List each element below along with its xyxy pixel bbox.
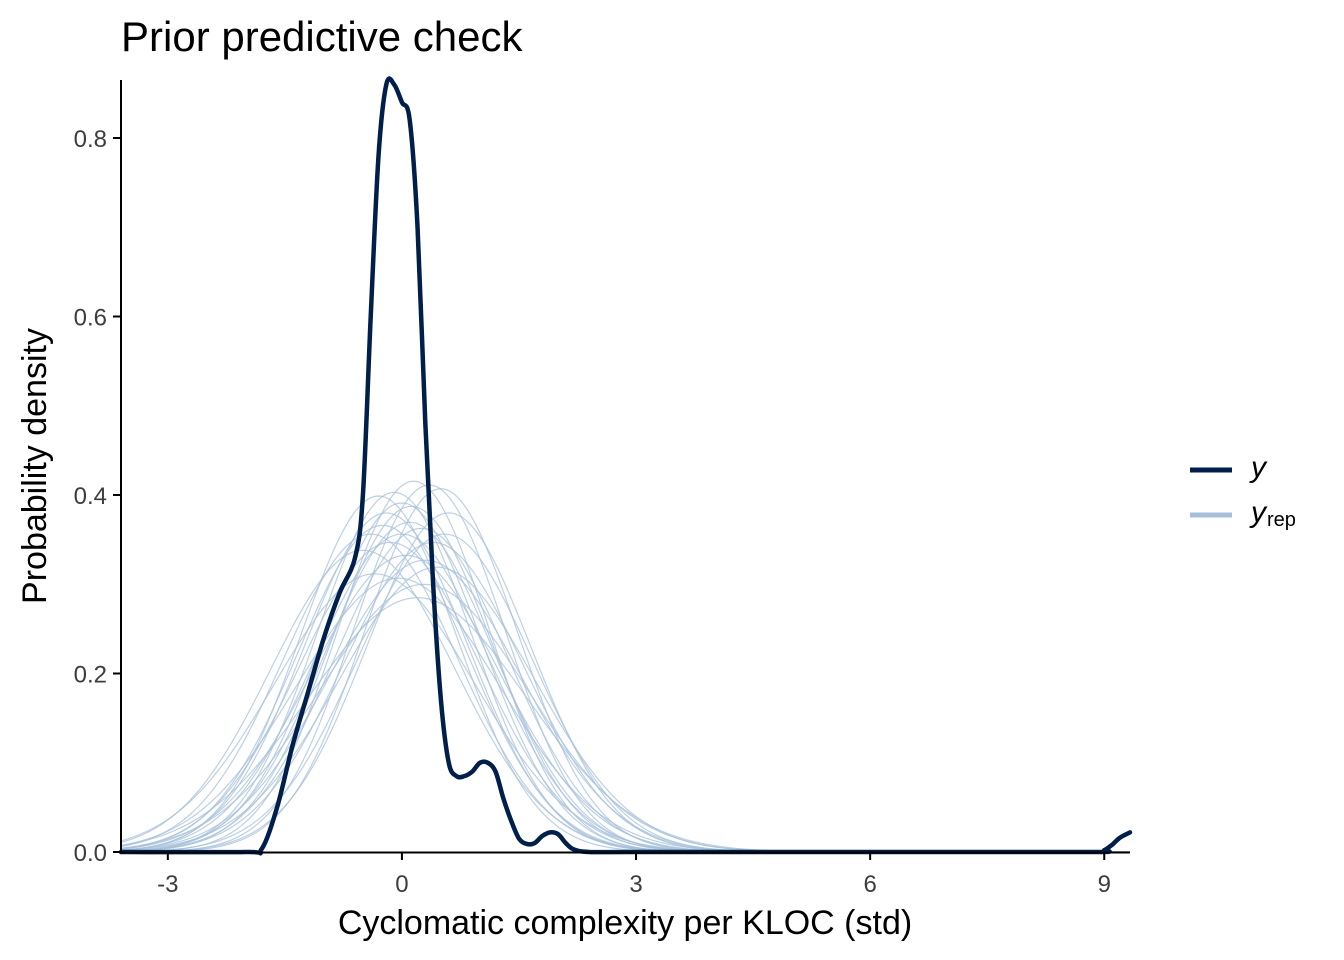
yrep-line-0 — [120, 502, 1130, 853]
y-tick-label: 0.2 — [74, 662, 107, 689]
x-tick-label: 6 — [863, 871, 876, 898]
x-tick-label: 3 — [629, 871, 642, 898]
yrep-line-10 — [120, 495, 1130, 853]
x-tick-label: -3 — [157, 871, 178, 898]
legend: y yrep — [1190, 451, 1296, 531]
yrep-line-20 — [120, 533, 1130, 853]
yrep-line-7 — [120, 527, 1130, 853]
x-axis-label: Cyclomatic complexity per KLOC (std) — [338, 904, 912, 942]
yrep-line-17 — [120, 533, 1130, 853]
y-tick-label: 0.8 — [74, 126, 107, 153]
y-axis-ticks: 0.0 0.2 0.4 0.6 0.8 — [74, 126, 121, 867]
x-axis-ticks: -3 0 3 6 9 — [157, 852, 1111, 898]
x-tick-label: 0 — [395, 871, 408, 898]
yrep-line-22 — [120, 505, 1130, 853]
yrep-line-4 — [120, 533, 1130, 853]
legend-label-y: y — [1249, 451, 1268, 484]
y-series-group — [118, 76, 1133, 856]
yrep-line-24 — [120, 524, 1130, 853]
yrep-line-5 — [120, 488, 1130, 853]
chart-title: Prior predictive check — [121, 13, 523, 60]
yrep-series-group — [120, 480, 1130, 853]
yrep-line-9 — [120, 541, 1130, 853]
y-tick-label: 0.0 — [74, 840, 107, 867]
legend-label-yrep: yrep — [1249, 496, 1296, 531]
y-tick-label: 0.6 — [74, 305, 107, 332]
yrep-line-23 — [120, 583, 1130, 853]
yrep-line-3 — [120, 484, 1130, 853]
y-tick-label: 0.4 — [74, 483, 107, 510]
yrep-line-8 — [120, 491, 1130, 853]
y-axis-label: Probability density — [16, 328, 54, 604]
y-line — [118, 76, 1133, 856]
yrep-line-19 — [120, 541, 1130, 853]
x-tick-label: 9 — [1098, 871, 1111, 898]
